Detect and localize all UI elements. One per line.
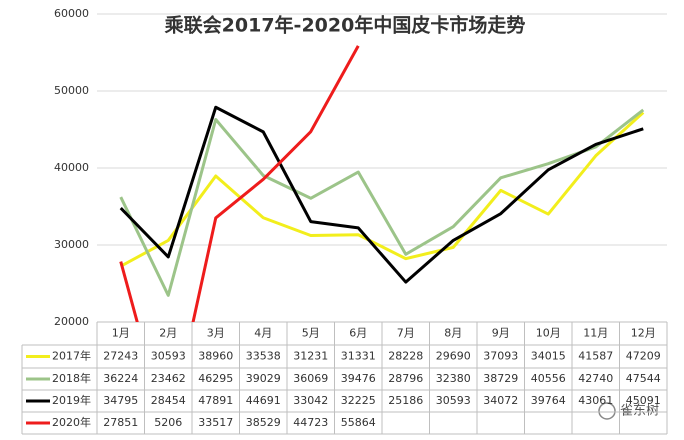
x-tick-label: 7月 xyxy=(397,327,415,340)
table-value: 32225 xyxy=(341,394,376,407)
x-tick-label: 10月 xyxy=(536,327,561,340)
table-value: 27851 xyxy=(103,416,138,429)
table-value: 36069 xyxy=(293,372,328,385)
table-value: 38529 xyxy=(246,416,281,429)
table-value: 55864 xyxy=(341,416,376,429)
table-value: 44723 xyxy=(293,416,328,429)
chart-title: 乘联会2017年-2020年中国皮卡市场走势 xyxy=(164,14,526,37)
table-value: 25186 xyxy=(388,394,423,407)
table-value: 39764 xyxy=(531,394,566,407)
table-value: 27243 xyxy=(103,350,138,363)
table-value: 36224 xyxy=(103,372,138,385)
table-value: 42740 xyxy=(578,372,613,385)
series-line xyxy=(119,45,360,322)
table-value: 32380 xyxy=(436,372,471,385)
table-value: 41587 xyxy=(578,350,613,363)
table-value: 38729 xyxy=(483,372,518,385)
table-value: 33538 xyxy=(246,350,281,363)
table-value: 34795 xyxy=(103,394,138,407)
table-value: 33517 xyxy=(198,416,233,429)
x-tick-label: 9月 xyxy=(492,327,510,340)
table-value: 47891 xyxy=(198,394,233,407)
table-value: 31231 xyxy=(293,350,328,363)
x-tick-label: 6月 xyxy=(349,327,367,340)
table-value: 28796 xyxy=(388,372,423,385)
x-tick-label: 2月 xyxy=(159,327,177,340)
table-value: 31331 xyxy=(341,350,376,363)
x-tick-label: 1月 xyxy=(112,327,130,340)
table-value: 33042 xyxy=(293,394,328,407)
y-tick-label: 60000 xyxy=(54,7,89,20)
series-line xyxy=(119,108,645,297)
table-value: 28454 xyxy=(151,394,186,407)
legend-label: 2020年 xyxy=(52,415,91,429)
legend-label: 2017年 xyxy=(52,349,91,363)
table-value: 34072 xyxy=(483,394,518,407)
table-value: 5206 xyxy=(154,416,182,429)
table-value: 37093 xyxy=(483,350,518,363)
y-tick-label: 20000 xyxy=(54,315,89,328)
x-tick-label: 11月 xyxy=(583,327,608,340)
table-value: 38960 xyxy=(198,350,233,363)
table-value: 39476 xyxy=(341,372,376,385)
legend-label: 2018年 xyxy=(52,371,91,385)
table-value: 23462 xyxy=(151,372,186,385)
x-tick-label: 8月 xyxy=(444,327,462,340)
y-tick-label: 50000 xyxy=(54,84,89,97)
table-value: 39029 xyxy=(246,372,281,385)
x-tick-label: 3月 xyxy=(207,327,225,340)
legend-label: 2019年 xyxy=(52,393,91,407)
table-value: 28228 xyxy=(388,350,423,363)
plot-lines xyxy=(119,45,645,322)
y-tick-label: 40000 xyxy=(54,161,89,174)
x-tick-label: 12月 xyxy=(631,327,656,340)
table-value: 30593 xyxy=(436,394,471,407)
table-value: 47544 xyxy=(626,372,661,385)
table-value: 29690 xyxy=(436,350,471,363)
table-value: 44691 xyxy=(246,394,281,407)
series-line xyxy=(120,111,645,268)
x-tick-label: 4月 xyxy=(254,327,272,340)
series-line xyxy=(119,105,644,284)
table-value: 46295 xyxy=(198,372,233,385)
table-value: 34015 xyxy=(531,350,566,363)
watermark-text: 雀东树 xyxy=(620,404,659,419)
y-tick-label: 30000 xyxy=(54,238,89,251)
x-tick-label: 5月 xyxy=(302,327,320,340)
table-value: 43061 xyxy=(578,394,613,407)
table-value: 47209 xyxy=(626,350,661,363)
table-value: 40556 xyxy=(531,372,566,385)
table-value: 45091 xyxy=(626,394,661,407)
watermark: 雀东树 xyxy=(598,402,659,420)
table-value: 30593 xyxy=(151,350,186,363)
